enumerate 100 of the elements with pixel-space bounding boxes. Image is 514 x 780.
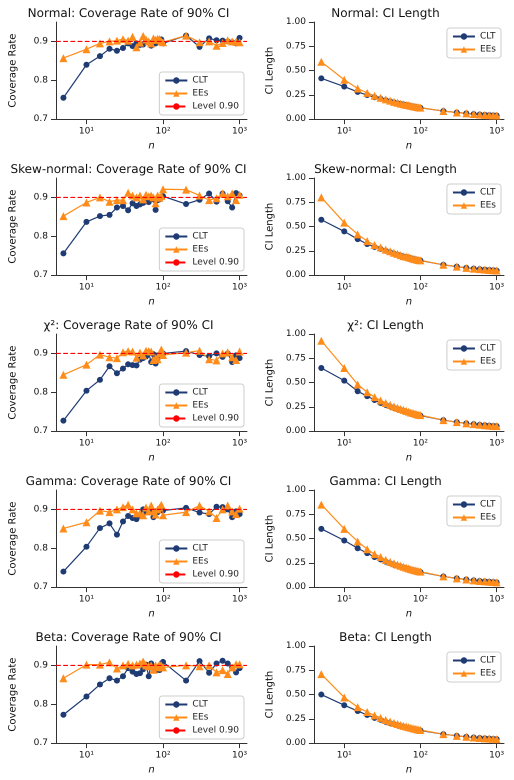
y-tick-label: 0.00 xyxy=(286,114,306,124)
y-tick-label: 0.50 xyxy=(286,222,306,232)
x-tick-label: 10² xyxy=(155,438,171,449)
x-tick-label: 10² xyxy=(412,282,428,293)
y-tick-label: 0.7 xyxy=(34,738,48,748)
y-tick-label: 0.50 xyxy=(286,534,306,544)
x-axis-title: n xyxy=(406,140,412,152)
y-tick-label: 0.25 xyxy=(286,90,306,100)
chart-title: Normal: Coverage Rate of 90% CI xyxy=(28,6,230,20)
legend-label: Level 0.90 xyxy=(192,570,240,580)
x-axis-title: n xyxy=(406,608,412,620)
y-tick-label: 0.75 xyxy=(286,197,306,208)
legend-label: EEs xyxy=(192,244,209,254)
y-tick-label: 0.7 xyxy=(34,582,48,592)
x-tick-label: 10³ xyxy=(232,282,248,293)
x-tick-label: 10² xyxy=(412,438,428,449)
x-tick-label: 10² xyxy=(412,594,428,605)
x-tick-label: 10² xyxy=(155,594,171,605)
x-axis-title: n xyxy=(148,140,155,152)
y-tick-label: 0.8 xyxy=(34,699,48,710)
y-tick-label: 0.9 xyxy=(34,660,48,670)
legend-label: Level 0.90 xyxy=(192,258,240,268)
chart-title: χ²: CI Length xyxy=(347,318,424,332)
chart-title: Gamma: CI Length xyxy=(329,474,442,488)
y-tick-label: 0.50 xyxy=(286,690,306,700)
y-tick-label: 0.9 xyxy=(34,36,48,46)
x-axis-title: n xyxy=(148,296,155,308)
y-axis-title: CI Length xyxy=(264,358,276,406)
legend-label: EEs xyxy=(480,668,496,678)
legend-label: CLT xyxy=(192,544,208,554)
x-tick-label: 10¹ xyxy=(336,438,352,449)
y-axis-title: CI Length xyxy=(264,202,276,250)
chart-title: Beta: Coverage Rate of 90% CI xyxy=(36,630,222,644)
x-tick-label: 10¹ xyxy=(78,594,94,605)
y-tick-label: 0.25 xyxy=(286,246,306,256)
legend-label: CLT xyxy=(192,700,208,710)
y-tick-label: 0.9 xyxy=(34,348,48,358)
legend-label: CLT xyxy=(192,232,208,242)
x-tick-label: 10¹ xyxy=(336,282,352,293)
y-axis-title: Coverage Rate xyxy=(8,190,18,264)
y-tick-label: 1.00 xyxy=(286,17,306,27)
y-tick-label: 0.50 xyxy=(286,378,306,388)
y-tick-label: 1.00 xyxy=(286,329,306,339)
x-tick-label: 10³ xyxy=(489,594,505,605)
legend-label: Level 0.90 xyxy=(192,414,240,424)
x-axis-title: n xyxy=(148,764,155,776)
y-tick-label: 1.00 xyxy=(286,173,306,183)
y-tick-label: 0.75 xyxy=(286,509,306,520)
y-tick-label: 0.00 xyxy=(286,738,306,748)
chart-title: Skew-normal: CI Length xyxy=(314,162,457,176)
legend-label: Level 0.90 xyxy=(192,102,240,112)
chart-title: Gamma: Coverage Rate of 90% CI xyxy=(26,474,232,488)
y-axis-title: Coverage Rate xyxy=(8,346,18,420)
y-tick-label: 0.25 xyxy=(286,402,306,412)
x-tick-label: 10³ xyxy=(232,750,248,761)
y-axis-title: Coverage Rate xyxy=(8,658,18,732)
x-tick-label: 10³ xyxy=(232,126,248,137)
y-tick-label: 0.8 xyxy=(34,231,48,242)
y-tick-label: 1.00 xyxy=(286,485,306,495)
x-tick-label: 10³ xyxy=(489,282,505,293)
legend-label: CLT xyxy=(192,76,208,86)
x-axis-title: n xyxy=(148,452,155,464)
legend-label: CLT xyxy=(192,388,208,398)
y-tick-label: 0.75 xyxy=(286,353,306,364)
legend-label: EEs xyxy=(192,88,209,98)
x-axis-title: n xyxy=(148,608,155,620)
legend-label: EEs xyxy=(480,356,496,366)
legend-label: EEs xyxy=(480,44,496,54)
x-tick-label: 10¹ xyxy=(78,282,94,293)
y-axis-title: Coverage Rate xyxy=(8,34,18,108)
y-tick-label: 0.75 xyxy=(286,665,306,676)
y-tick-label: 0.00 xyxy=(286,270,306,280)
x-tick-label: 10¹ xyxy=(78,438,94,449)
y-tick-label: 0.00 xyxy=(286,582,306,592)
y-axis-title: Coverage Rate xyxy=(8,502,18,576)
chart-title: Beta: CI Length xyxy=(339,630,432,644)
legend-label: CLT xyxy=(480,500,496,510)
x-tick-label: 10¹ xyxy=(336,126,352,137)
x-axis-title: n xyxy=(406,764,412,776)
chart-title: Skew-normal: Coverage Rate of 90% CI xyxy=(10,162,246,176)
legend-label: CLT xyxy=(480,344,496,354)
legend-label: EEs xyxy=(480,200,496,210)
y-tick-label: 0.9 xyxy=(34,192,48,202)
x-tick-label: 10² xyxy=(412,750,428,761)
x-tick-label: 10² xyxy=(155,282,171,293)
x-tick-label: 10² xyxy=(155,750,171,761)
x-tick-label: 10³ xyxy=(489,126,505,137)
legend-label: Level 0.90 xyxy=(192,726,240,736)
x-tick-label: 10³ xyxy=(489,438,505,449)
y-tick-label: 0.00 xyxy=(286,426,306,436)
y-axis-title: CI Length xyxy=(264,670,276,718)
x-tick-label: 10¹ xyxy=(336,750,352,761)
x-tick-label: 10¹ xyxy=(78,750,94,761)
y-tick-label: 0.7 xyxy=(34,426,48,436)
y-tick-label: 0.25 xyxy=(286,714,306,724)
y-tick-label: 0.8 xyxy=(34,387,48,398)
legend-label: EEs xyxy=(480,512,496,522)
y-tick-label: 0.75 xyxy=(286,41,306,52)
legend-label: CLT xyxy=(480,656,496,666)
legend-label: EEs xyxy=(192,712,209,722)
